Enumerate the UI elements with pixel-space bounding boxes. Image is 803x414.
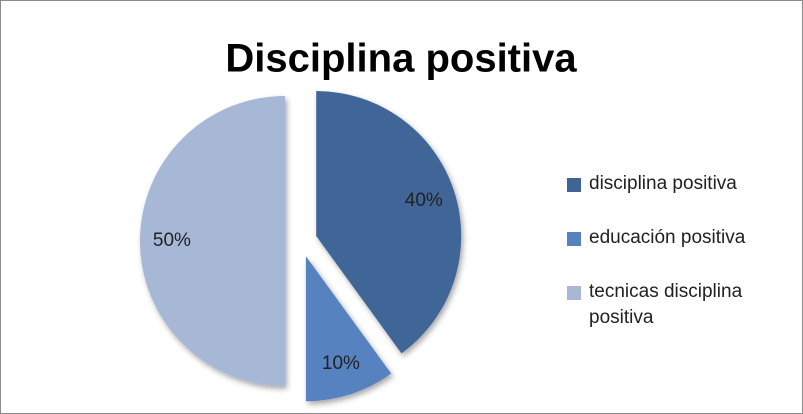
legend-label: disciplina positiva [589, 173, 737, 194]
legend-label: tecnicas disciplina positiva [589, 281, 743, 328]
legend-label: educación positiva [589, 227, 746, 248]
legend-swatch [567, 232, 581, 246]
data-label: 40% [405, 190, 443, 211]
legend-item: disciplina positiva [567, 171, 777, 197]
chart-title: Disciplina positiva [225, 37, 577, 81]
legend-swatch [567, 286, 581, 300]
legend: disciplina positiva educación positiva tec… [567, 171, 777, 359]
pie-slice [140, 96, 285, 386]
pie-slice [305, 256, 392, 402]
pie-slice [316, 91, 462, 354]
data-label: 50% [153, 230, 191, 251]
data-label: 10% [322, 353, 360, 374]
legend-item: educación positiva [567, 225, 777, 251]
legend-item: tecnicas disciplina positiva [567, 279, 777, 331]
legend-swatch [567, 178, 581, 192]
